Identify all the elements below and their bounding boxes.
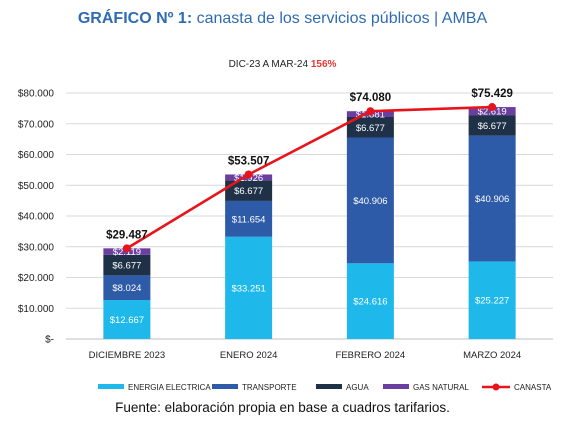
canasta-point (488, 103, 497, 112)
bar-segment (225, 200, 273, 237)
legend-line-marker (492, 383, 500, 391)
y-tick-label: $30.000 (18, 242, 55, 253)
bar-segment (468, 107, 516, 116)
data-label: $33.251 (231, 283, 265, 294)
data-label: $12.667 (110, 315, 144, 326)
bar-segment (346, 137, 394, 264)
legend-swatch (316, 384, 342, 389)
x-tick-label: DICIEMBRE 2023 (89, 350, 166, 361)
data-label: $25.227 (475, 296, 509, 307)
data-label: $8.024 (112, 283, 141, 294)
canasta-label: $29.487 (106, 229, 148, 241)
canasta-point (122, 244, 131, 253)
x-tick-label: FEBRERO 2024 (336, 350, 406, 361)
x-tick-label: MARZO 2024 (463, 350, 521, 361)
x-tick-label: ENERO 2024 (220, 350, 278, 361)
bar-segment (468, 115, 516, 136)
legend-label: ENERGIA ELECTRICA (128, 383, 211, 392)
legend-label: TRANSPORTE (242, 383, 297, 392)
legend-swatch (383, 384, 409, 389)
data-label: $2.119 (113, 247, 141, 258)
legend-swatch (98, 384, 124, 389)
bar-segment (103, 275, 151, 301)
canasta-point (366, 107, 375, 116)
bar-segment (346, 116, 394, 138)
data-label: $11.654 (232, 214, 266, 225)
y-tick-label: $80.000 (18, 89, 55, 100)
data-label: $6.677 (112, 261, 141, 272)
bar-segment (225, 236, 273, 339)
bar-segment (346, 263, 394, 339)
data-label: $6.677 (234, 186, 263, 197)
canasta-label: $75.429 (471, 88, 513, 100)
y-tick-label: $70.000 (18, 119, 55, 130)
legend-label: CANASTA (514, 383, 552, 392)
legend-label: AGUA (346, 383, 369, 392)
data-label: $6.677 (478, 121, 507, 132)
chart-title-text: canasta de los servicios públicos | AMBA (192, 10, 488, 27)
canasta-label: $74.080 (350, 92, 392, 104)
canasta-point (244, 170, 253, 179)
legend-label: GAS NATURAL (413, 383, 469, 392)
data-label: $6.677 (356, 123, 385, 134)
y-tick-label: $20.000 (18, 273, 55, 284)
subtitle-text: DIC-23 A MAR-24 (228, 59, 309, 70)
bar-segment (225, 180, 273, 201)
y-tick-label: $- (45, 335, 54, 346)
data-label: $24.616 (353, 297, 387, 308)
chart-title-bold: GRÁFICO Nº 1: (77, 10, 193, 27)
data-label: $40.906 (353, 196, 387, 207)
legend-swatch (212, 384, 238, 389)
canasta-label: $53.507 (228, 155, 270, 167)
chart-subtitle: DIC-23 A MAR-24 156% (0, 59, 565, 70)
y-tick-label: $10.000 (18, 304, 55, 315)
source-note: Fuente: elaboración propia en base a cua… (115, 400, 450, 415)
data-label: $40.906 (475, 194, 509, 205)
y-tick-label: $40.000 (18, 212, 55, 223)
subtitle-percent: 156% (310, 59, 337, 70)
canasta-line (126, 105, 493, 250)
chart-title: GRÁFICO Nº 1: canasta de los servicios p… (0, 10, 565, 28)
bar-segment (468, 261, 516, 339)
y-tick-label: $50.000 (18, 181, 55, 192)
data-label: $2.619 (478, 107, 507, 118)
y-tick-label: $60.000 (18, 150, 55, 161)
bar-segment (468, 135, 516, 262)
bar-segment (103, 300, 151, 339)
bar-segment (103, 254, 151, 276)
